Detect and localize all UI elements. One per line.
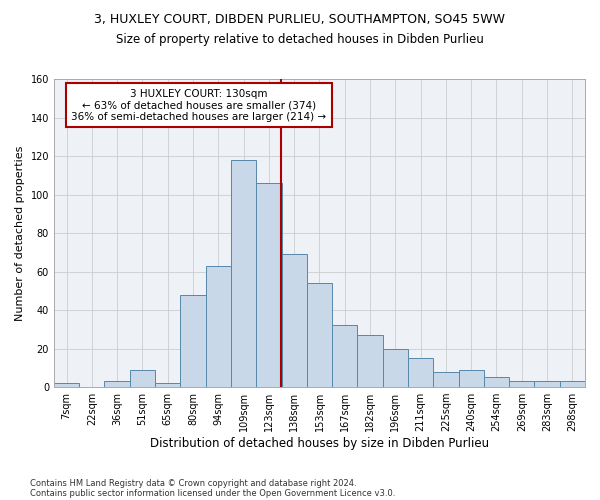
Bar <box>383 348 408 387</box>
Bar <box>408 358 433 387</box>
Bar <box>155 383 181 387</box>
Bar <box>458 370 484 387</box>
Bar <box>231 160 256 387</box>
Bar <box>509 382 535 387</box>
Bar <box>256 183 281 387</box>
Bar <box>484 378 509 387</box>
Bar <box>358 335 383 387</box>
Bar <box>560 382 585 387</box>
Text: Contains HM Land Registry data © Crown copyright and database right 2024.: Contains HM Land Registry data © Crown c… <box>30 478 356 488</box>
Bar <box>104 382 130 387</box>
Bar <box>332 326 358 387</box>
Text: Size of property relative to detached houses in Dibden Purlieu: Size of property relative to detached ho… <box>116 32 484 46</box>
X-axis label: Distribution of detached houses by size in Dibden Purlieu: Distribution of detached houses by size … <box>150 437 489 450</box>
Bar <box>433 372 458 387</box>
Bar <box>130 370 155 387</box>
Y-axis label: Number of detached properties: Number of detached properties <box>15 146 25 320</box>
Bar <box>307 283 332 387</box>
Bar <box>281 254 307 387</box>
Text: 3, HUXLEY COURT, DIBDEN PURLIEU, SOUTHAMPTON, SO45 5WW: 3, HUXLEY COURT, DIBDEN PURLIEU, SOUTHAM… <box>95 12 505 26</box>
Bar <box>181 294 206 387</box>
Bar <box>54 383 79 387</box>
Text: Contains public sector information licensed under the Open Government Licence v3: Contains public sector information licen… <box>30 488 395 498</box>
Bar <box>535 382 560 387</box>
Text: 3 HUXLEY COURT: 130sqm
← 63% of detached houses are smaller (374)
36% of semi-de: 3 HUXLEY COURT: 130sqm ← 63% of detached… <box>71 88 326 122</box>
Bar <box>206 266 231 387</box>
